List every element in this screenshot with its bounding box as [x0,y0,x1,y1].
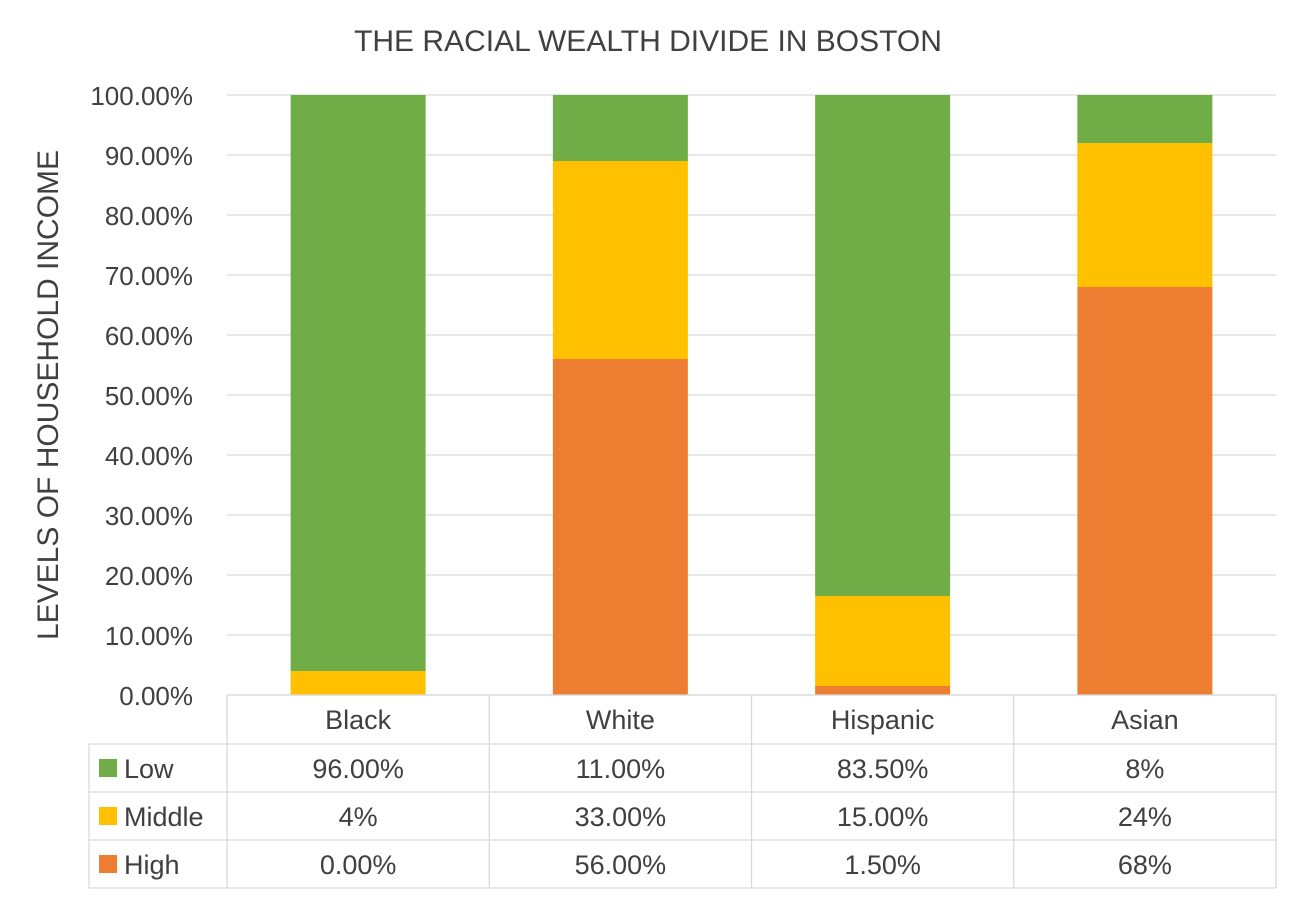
table-value: 8% [1125,754,1164,784]
y-tick-label: 90.00% [105,141,193,171]
y-tick-label: 40.00% [105,441,193,471]
bar-segment-middle-hispanic [815,596,951,686]
bar-segment-middle-white [552,161,688,359]
table-value: 24% [1118,802,1172,832]
y-axis-ticks: 0.00% 10.00% 20.00% 30.00% 40.00% 50.00% 60.00… [90,81,193,711]
table-value: 96.00% [312,754,404,784]
bars [290,95,1213,695]
table-value: 33.00% [575,802,667,832]
table-value: 11.00% [576,754,666,784]
table-value: 4% [339,802,378,832]
y-tick-label: 20.00% [105,561,193,591]
legend-label: Middle [124,802,204,832]
category-label: Hispanic [831,705,935,735]
bar-segment-high-hispanic [815,686,951,695]
table-value: 83.50% [837,754,929,784]
y-tick-label: 60.00% [105,321,193,351]
bar-segment-low-white [552,95,688,161]
bar-segment-high-asian [1077,287,1213,695]
y-axis-label: LEVELS OF HOUSEHOLD INCOME [32,150,65,640]
table-value: 15.00% [837,802,929,832]
category-label: White [586,705,655,735]
table-value: 56.00% [575,850,667,880]
y-tick-label: 50.00% [105,381,193,411]
legend-label: High [124,850,180,880]
y-tick-label: 30.00% [105,501,193,531]
category-label: Black [325,705,392,735]
bar-segment-middle-black [290,671,426,695]
legend-key-high [99,855,117,873]
table-value: 0.00% [320,850,397,880]
y-tick-label: 80.00% [105,201,193,231]
category-label: Asian [1111,705,1179,735]
bar-segment-middle-asian [1077,143,1213,287]
legend-key-middle [99,807,117,825]
legend-label: Low [124,754,174,784]
y-tick-label: 10.00% [105,621,193,651]
chart-title: THE RACIAL WEALTH DIVIDE IN BOSTON [354,25,942,58]
y-tick-label: 0.00% [119,681,193,711]
bar-segment-high-white [552,359,688,695]
data-table: Black White Hispanic Asian Low 96.00% 11.00% 83… [88,694,1277,889]
bar-segment-low-hispanic [815,95,951,596]
table-value: 68% [1118,850,1172,880]
y-tick-label: 70.00% [105,261,193,291]
legend-key-low [99,759,117,777]
table-value: 1.50% [844,850,921,880]
bar-segment-low-asian [1077,95,1213,143]
y-tick-label: 100.00% [90,81,193,111]
bar-segment-low-black [290,95,426,671]
